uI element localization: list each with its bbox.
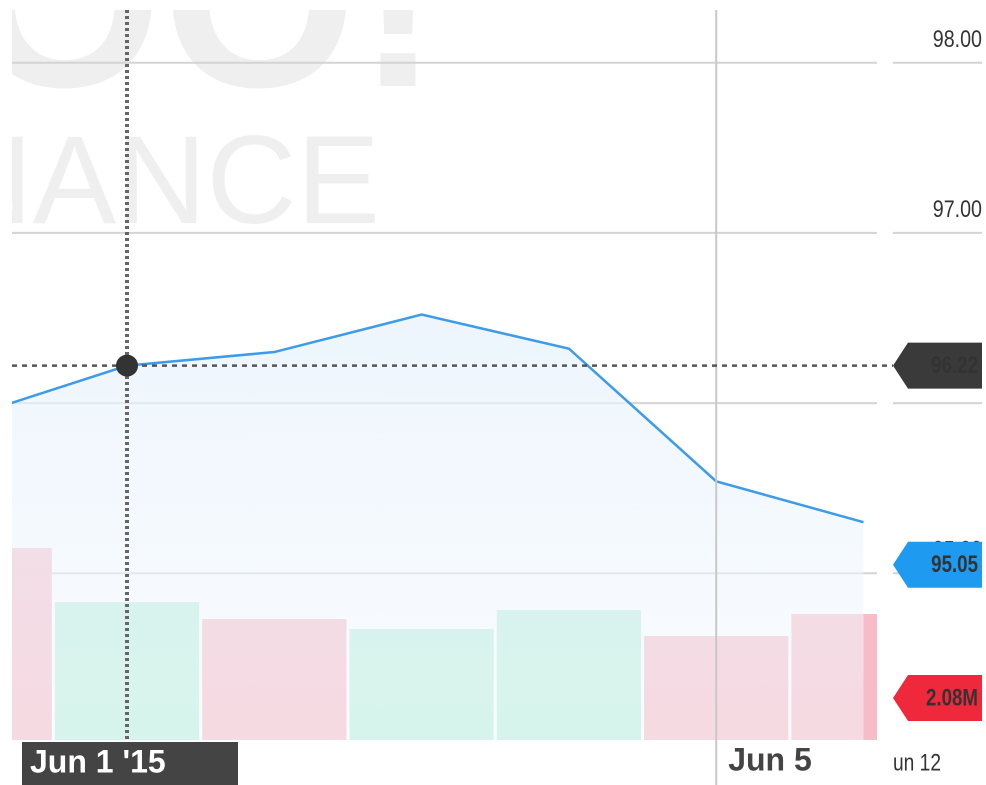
crosshair-x-box bbox=[22, 742, 238, 785]
y-tick-label: 98.00 bbox=[933, 25, 982, 52]
last-price-tag: 95.05 bbox=[931, 551, 978, 578]
watermark: YAHOO! bbox=[0, 0, 440, 139]
last-price-tag-box bbox=[893, 541, 982, 588]
x-tick-label: Jun 5 bbox=[728, 741, 812, 777]
crosshair-price-tag: 96.22 bbox=[931, 352, 978, 379]
volume-tag-box bbox=[893, 674, 982, 721]
crosshair-price-tag-box bbox=[893, 342, 982, 389]
watermark: FINANCE bbox=[0, 111, 380, 250]
y-tick-label: 97.00 bbox=[933, 195, 982, 222]
volume-tag: 2.08M bbox=[926, 684, 978, 711]
crosshair-point bbox=[116, 354, 138, 377]
price-area bbox=[12, 314, 864, 740]
x-tick-label: un 12 bbox=[893, 748, 941, 776]
crosshair-x-label: Jun 1 '15 bbox=[30, 743, 166, 779]
plot-area: YAHOO!FINANCE bbox=[0, 0, 877, 740]
